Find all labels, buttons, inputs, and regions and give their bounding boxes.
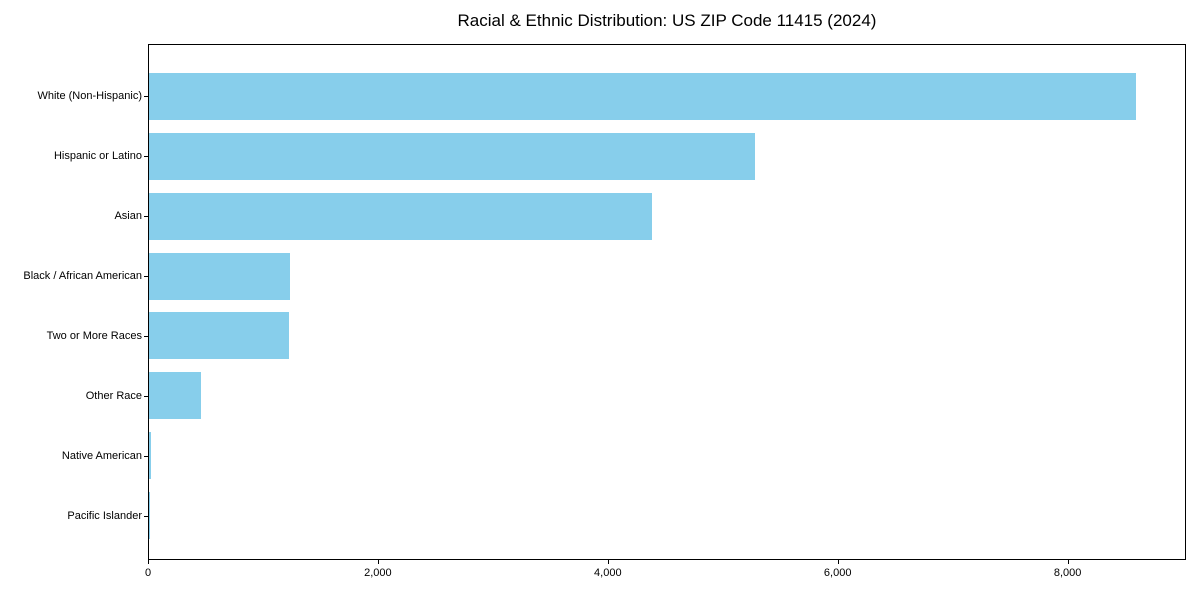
bar-row-native-american xyxy=(149,426,1185,485)
x-tick-label-4,000: 4,000 xyxy=(594,567,622,579)
y-tick-label-asian: Asian xyxy=(114,210,142,222)
x-tick-mark-4,000 xyxy=(608,560,609,564)
bar-native-american xyxy=(149,432,151,480)
y-tick-mark-native-american xyxy=(144,456,148,457)
y-tick-label-hispanic-or-latino: Hispanic or Latino xyxy=(53,150,142,162)
y-tick-mark-black-african-american xyxy=(144,276,148,277)
bar-row-white-non-hispanic xyxy=(149,67,1185,126)
bar-asian xyxy=(149,192,652,240)
y-tick-mark-other-race xyxy=(144,396,148,397)
x-tick-mark-0 xyxy=(148,560,149,564)
x-tick-label-6,000: 6,000 xyxy=(823,567,852,579)
y-tick-label-white-non-hispanic: White (Non-Hispanic) xyxy=(37,90,142,102)
chart-title: Racial & Ethnic Distribution: US ZIP Cod… xyxy=(457,11,877,30)
y-tick-label-other-race: Other Race xyxy=(85,390,142,402)
y-tick-label-two-or-more-races: Two or More Races xyxy=(46,330,142,342)
bar-pacific-islander xyxy=(149,491,150,539)
bar-row-other-race xyxy=(149,366,1185,425)
y-tick-label-black-african-american: Black / African American xyxy=(23,270,142,282)
bar-row-hispanic-or-latino xyxy=(149,127,1185,186)
y-tick-mark-asian xyxy=(144,216,148,217)
bar-row-asian xyxy=(149,187,1185,246)
bar-hispanic-or-latino xyxy=(149,132,755,180)
y-tick-mark-pacific-islander xyxy=(144,516,148,517)
bar-row-pacific-islander xyxy=(149,486,1185,545)
x-tick-mark-2,000 xyxy=(378,560,379,564)
y-tick-mark-two-or-more-races xyxy=(144,336,148,337)
y-tick-mark-hispanic-or-latino xyxy=(144,156,148,157)
bar-row-two-or-more-races xyxy=(149,306,1185,365)
y-tick-mark-white-non-hispanic xyxy=(144,96,148,97)
x-tick-label-8,000: 8,000 xyxy=(1053,567,1082,579)
y-tick-label-pacific-islander: Pacific Islander xyxy=(67,510,142,522)
bar-other-race xyxy=(149,372,201,420)
x-tick-mark-8,000 xyxy=(1068,560,1069,564)
x-tick-label-2,000: 2,000 xyxy=(364,567,392,579)
bar-two-or-more-races xyxy=(149,312,289,360)
bar-row-black-african-american xyxy=(149,247,1185,306)
bar-white-non-hispanic xyxy=(149,73,1136,120)
y-tick-label-native-american: Native American xyxy=(61,450,142,462)
x-tick-label-0: 0 xyxy=(144,567,152,579)
x-tick-mark-6,000 xyxy=(838,560,839,564)
bar-black-african-american xyxy=(149,252,291,300)
plot-area xyxy=(148,44,1186,560)
